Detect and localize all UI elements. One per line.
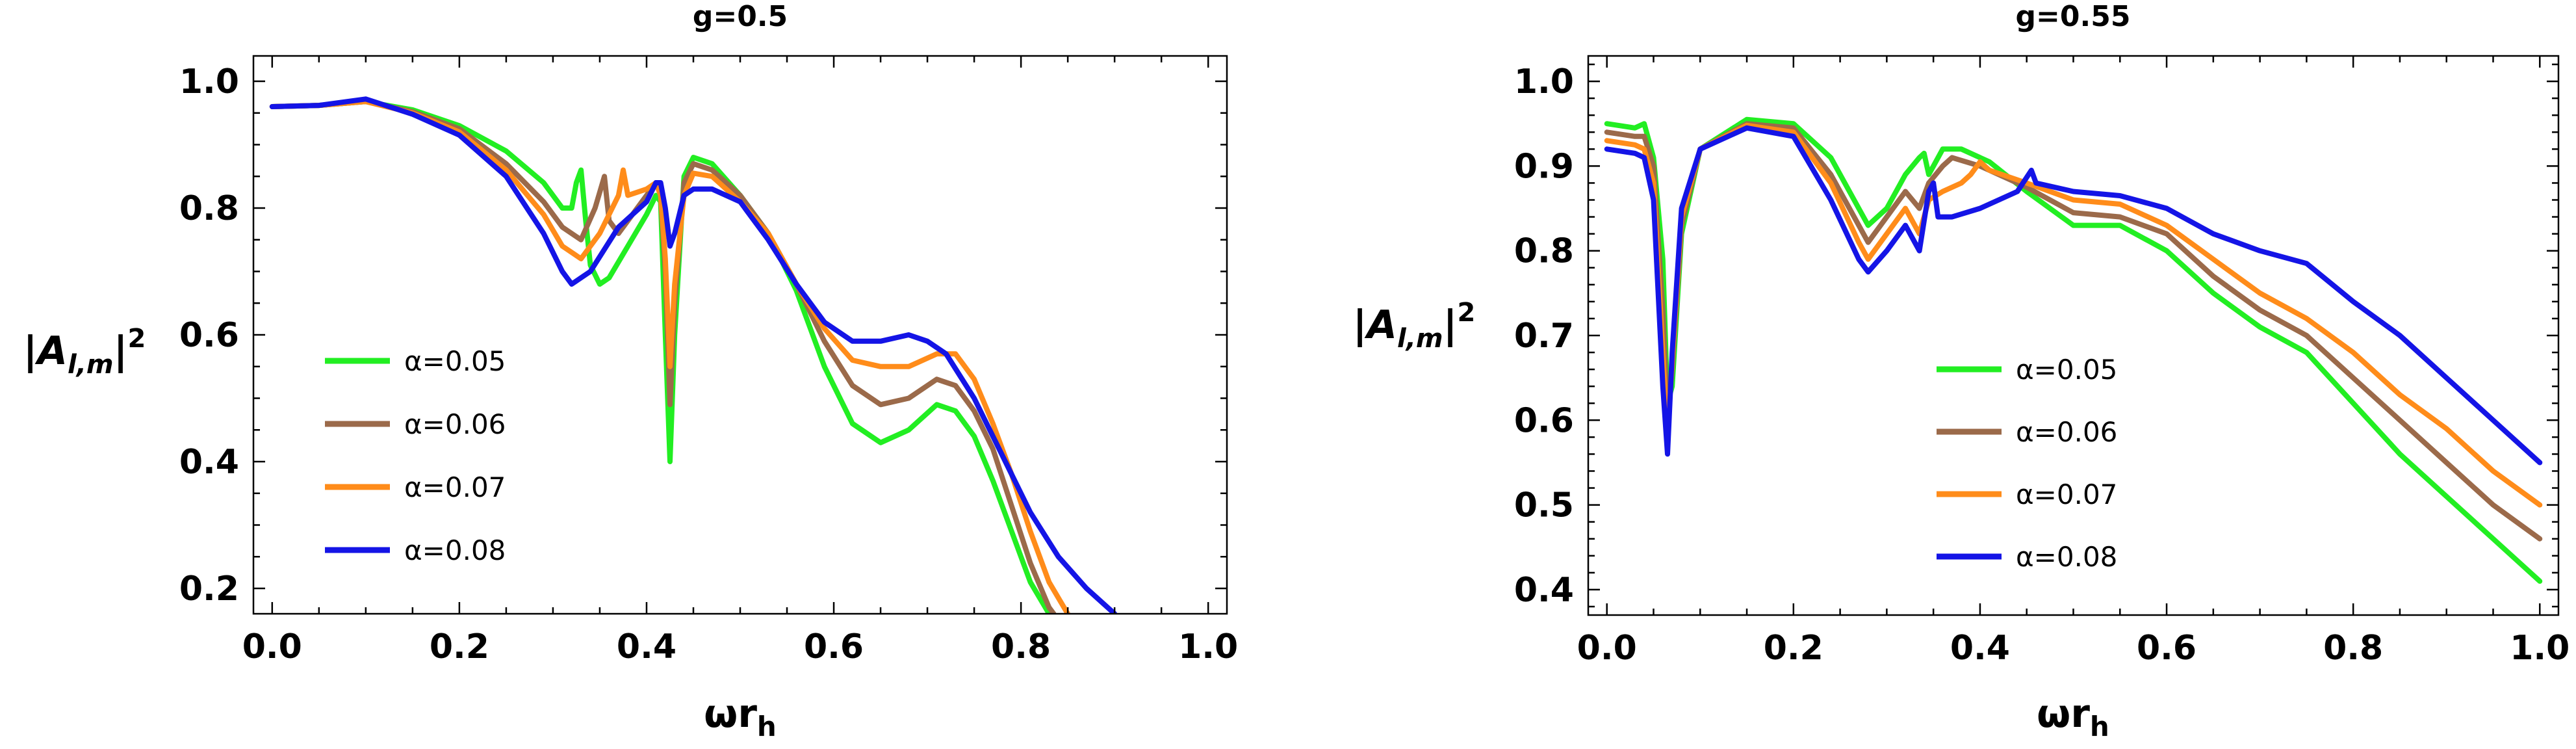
y-tick-label: 1.0 bbox=[179, 62, 239, 101]
x-tick-label: 0.0 bbox=[1577, 629, 1637, 668]
y-axis-label: |Al,m|2 bbox=[1353, 298, 1476, 354]
legend-item-alpha-0-06: α=0.06 bbox=[1937, 416, 2117, 448]
x-tick-label: 0.2 bbox=[1764, 629, 1823, 668]
chart-title: g=0.5 bbox=[693, 0, 788, 33]
legend-item-alpha-0-06: α=0.06 bbox=[325, 408, 506, 440]
x-tick-label: 0.4 bbox=[1950, 629, 2010, 668]
y-axis-label-sub: l,m bbox=[1397, 324, 1443, 354]
y-axis-label: |Al,m|2 bbox=[23, 324, 146, 380]
x-tick-label: 0.4 bbox=[617, 627, 676, 666]
x-axis-label-sub: h bbox=[757, 711, 777, 742]
x-tick-label: 0.6 bbox=[2137, 629, 2196, 668]
series-line-alpha-0-08 bbox=[1604, 125, 2543, 466]
x-tick-label: 0.8 bbox=[991, 627, 1051, 666]
legend-item-alpha-0-05: α=0.05 bbox=[1937, 354, 2117, 386]
legend: α=0.05 α=0.06 α=0.07 α=0.08 bbox=[325, 345, 506, 566]
x-axis-label-main: ωr bbox=[2037, 691, 2090, 737]
legend-label: α=0.08 bbox=[404, 534, 506, 566]
plot-frame bbox=[252, 55, 1228, 615]
x-tick-label: 0.0 bbox=[242, 627, 302, 666]
series-line-alpha-0-07 bbox=[269, 99, 1071, 614]
series-line-alpha-0-05 bbox=[1604, 116, 2543, 584]
legend-item-alpha-0-07: α=0.07 bbox=[325, 471, 506, 503]
chart-title: g=0.55 bbox=[2016, 0, 2131, 33]
x-tick-label: 1.0 bbox=[2510, 629, 2570, 668]
x-tick-label: 0.2 bbox=[430, 627, 489, 666]
legend-label: α=0.06 bbox=[404, 408, 506, 440]
x-tick-label: 1.0 bbox=[1178, 627, 1238, 666]
legend-item-alpha-0-05: α=0.05 bbox=[325, 345, 506, 377]
y-axis-label-sup: 2 bbox=[128, 324, 146, 354]
y-tick-label: 0.8 bbox=[1514, 232, 1574, 271]
x-tick-label: 0.6 bbox=[804, 627, 864, 666]
x-axis-label-main: ωr bbox=[704, 691, 757, 737]
y-axis-label-main: |A bbox=[23, 328, 68, 374]
y-tick-label: 0.6 bbox=[179, 316, 239, 355]
legend-item-alpha-0-08: α=0.08 bbox=[1937, 541, 2117, 573]
y-tick-label: 0.4 bbox=[179, 443, 239, 482]
legend: α=0.05 α=0.06 α=0.07 α=0.08 bbox=[1937, 354, 2117, 573]
legend-label: α=0.05 bbox=[2016, 354, 2117, 386]
legend-label: α=0.07 bbox=[2016, 479, 2117, 510]
y-tick-label: 0.5 bbox=[1514, 486, 1574, 525]
y-axis-label-sup: 2 bbox=[1458, 298, 1476, 328]
x-axis-label: ωrh bbox=[704, 691, 777, 742]
legend-item-alpha-0-07: α=0.07 bbox=[1937, 479, 2117, 510]
y-tick-label: 0.6 bbox=[1514, 401, 1574, 440]
y-tick-label: 0.8 bbox=[179, 189, 239, 228]
series-group bbox=[269, 96, 1118, 614]
y-axis-label-sub: l,m bbox=[68, 350, 114, 380]
y-tick-label: 0.2 bbox=[179, 570, 239, 609]
chart-panel-g0.55: g=0.55 0.0 0.2 0.4 0.6 0.8 1.0 0.4 0.5 0.6 0.7 0.8 0… bbox=[1353, 0, 2570, 742]
y-axis-label-tail: | bbox=[1443, 302, 1458, 348]
series-line-alpha-0-06 bbox=[1604, 121, 2543, 542]
legend-item-alpha-0-08: α=0.08 bbox=[325, 534, 506, 566]
series-line-alpha-0-06 bbox=[269, 99, 1057, 614]
y-axis-label-tail: | bbox=[114, 328, 128, 374]
series-line-alpha-0-08 bbox=[269, 96, 1118, 614]
legend-label: α=0.07 bbox=[404, 471, 506, 503]
y-tick-label: 0.4 bbox=[1514, 571, 1574, 610]
chart-panel-g0.5: g=0.50.0 0.2 0.4 0.6 0.8 1.00.20.40.60.81.0|A… bbox=[23, 0, 1239, 742]
y-tick-label: 0.9 bbox=[1514, 147, 1574, 186]
y-tick-label: 0.7 bbox=[1514, 317, 1574, 356]
x-axis-label-sub: h bbox=[2090, 711, 2109, 742]
legend-label: α=0.08 bbox=[2016, 541, 2117, 573]
plot-frame bbox=[1587, 55, 2560, 616]
legend-label: α=0.05 bbox=[404, 345, 506, 377]
y-tick-label: 1.0 bbox=[1514, 62, 1574, 101]
y-axis-label-main: |A bbox=[1353, 302, 1397, 348]
series-line-alpha-0-07 bbox=[1604, 122, 2543, 508]
x-tick-label: 0.8 bbox=[2323, 629, 2383, 668]
series-group bbox=[1604, 116, 2543, 584]
legend-label: α=0.06 bbox=[2016, 416, 2117, 448]
x-axis-label: ωrh bbox=[2037, 691, 2109, 742]
